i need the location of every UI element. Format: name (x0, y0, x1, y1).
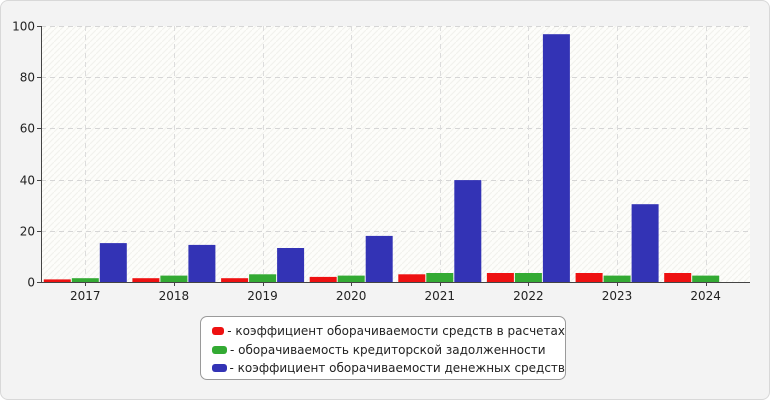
legend-swatch-green (212, 345, 227, 354)
chart-legend: - коэффициент оборачиваемости средств в … (200, 316, 566, 380)
bar (664, 273, 692, 282)
bar (43, 279, 71, 282)
bar (277, 248, 305, 282)
bar (398, 274, 426, 282)
y-tick-label: 80 (20, 71, 35, 85)
y-tick-label: 20 (20, 225, 35, 239)
x-tick-label: 2020 (336, 289, 367, 303)
bar (631, 204, 659, 282)
legend-item-cash: - коэффициент оборачиваемости денежных с… (212, 359, 565, 378)
bar (221, 278, 249, 282)
bar (71, 278, 99, 282)
bar (160, 275, 188, 282)
bars (43, 34, 720, 283)
x-tick-label: 2022 (513, 289, 544, 303)
legend-swatch-blue (212, 364, 227, 373)
legend-swatch-red (212, 327, 225, 336)
legend-label: - коэффициент оборачиваемости средств в … (227, 324, 565, 339)
legend-item-payables: - оборачиваемость кредиторской задолженн… (212, 341, 565, 360)
bar (132, 278, 160, 282)
bar (542, 34, 570, 283)
x-tick-label: 2023 (602, 289, 633, 303)
bar (454, 180, 482, 282)
bar (486, 273, 514, 282)
y-tick-label: 0 (27, 276, 35, 290)
legend-label: - коэффициент оборачиваемости денежных с… (229, 361, 566, 376)
grid-lines (37, 26, 750, 283)
x-tick-label: 2017 (70, 289, 101, 303)
bar (188, 244, 216, 282)
y-tick-label: 100 (12, 20, 35, 34)
legend-label: - оборачиваемость кредиторской задолженн… (230, 342, 546, 357)
legend-item-settlements: - коэффициент оборачиваемости средств в … (212, 322, 565, 341)
x-tick-label: 2021 (425, 289, 456, 303)
x-tick-label: 2018 (159, 289, 190, 303)
bar (514, 273, 542, 282)
bar (99, 243, 127, 282)
bar (249, 274, 277, 282)
bar (575, 273, 603, 282)
bar (692, 275, 720, 282)
bar (426, 273, 454, 282)
y-tick-label: 60 (20, 122, 35, 136)
y-axis-ticks: 0 20 40 60 80 100 (12, 20, 35, 290)
bar (603, 275, 631, 282)
x-axis-ticks: 2017 2018 2019 2020 2021 2022 2023 2024 (70, 282, 721, 303)
x-tick-label: 2024 (690, 289, 721, 303)
bar (309, 276, 337, 282)
bar (365, 235, 393, 282)
bar (337, 275, 365, 282)
y-tick-label: 40 (20, 174, 35, 188)
x-tick-label: 2019 (247, 289, 278, 303)
